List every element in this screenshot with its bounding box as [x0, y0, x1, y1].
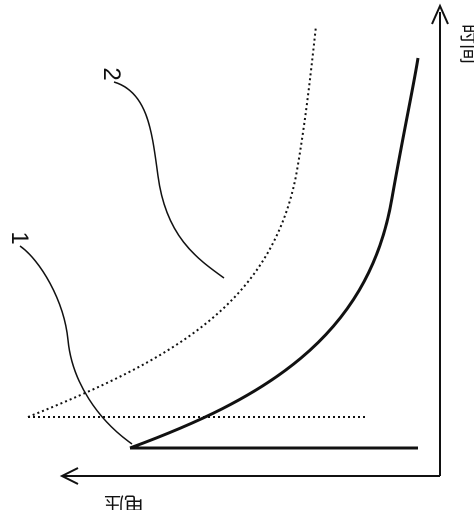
- time-axis-label: 时间: [457, 24, 474, 64]
- curve-2-label: 2: [98, 67, 125, 80]
- label-1-leader: [19, 245, 133, 445]
- voltage-axis: [59, 467, 440, 485]
- curve-1: [129, 57, 420, 450]
- voltage-axis-arrowhead: [59, 467, 79, 485]
- time-axis: [431, 3, 449, 476]
- label-2-leader: [113, 81, 225, 279]
- curve-2: [27, 25, 368, 418]
- time-axis-arrowhead: [431, 3, 449, 25]
- curve-1-label: 1: [6, 231, 33, 244]
- curve-1-rise: [129, 57, 420, 450]
- curve-2-rise: [27, 25, 317, 418]
- voltage-axis-label: 电压: [104, 492, 144, 510]
